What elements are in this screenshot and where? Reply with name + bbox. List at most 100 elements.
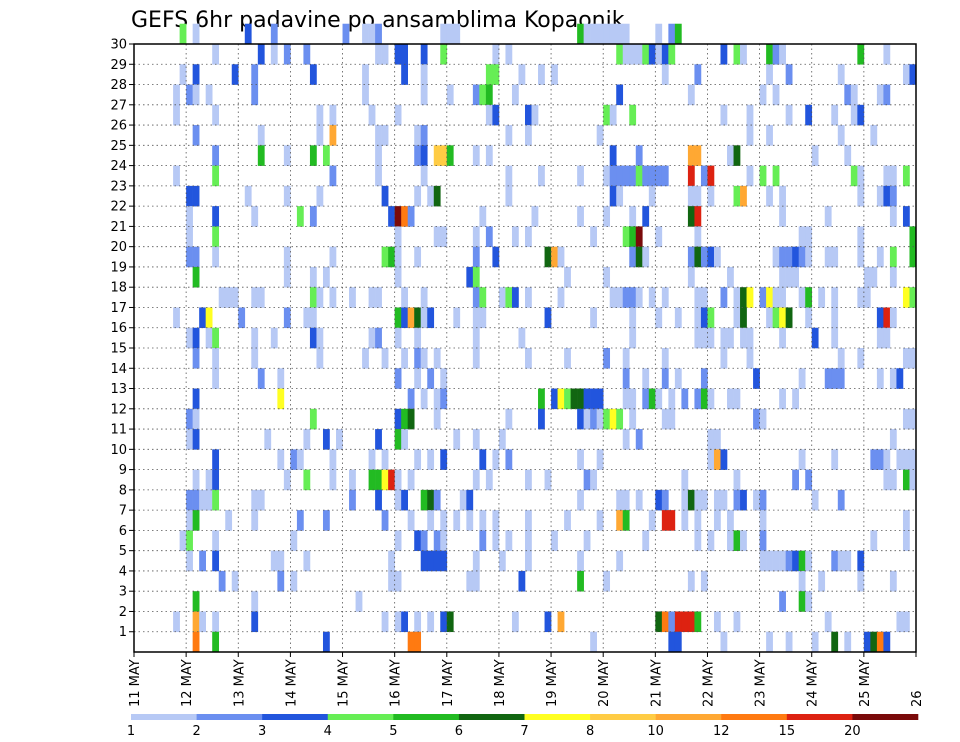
legend-label: 5	[389, 724, 397, 739]
heatmap-cell	[472, 246, 480, 268]
heatmap-cell	[433, 388, 441, 410]
y-tick-label: 1	[119, 625, 127, 640]
heatmap-cell	[629, 327, 637, 349]
heatmap-cell	[551, 246, 558, 268]
heatmap-cell	[883, 469, 891, 491]
legend-swatch	[786, 714, 853, 720]
heatmap-cell	[381, 449, 389, 470]
heatmap-cell	[186, 550, 193, 572]
heatmap-cell	[518, 64, 526, 85]
heatmap-cell	[883, 631, 891, 653]
heatmap-cell	[772, 44, 780, 65]
heatmap-cell	[316, 104, 324, 126]
heatmap-cell	[766, 185, 773, 207]
legend-label: 2	[192, 724, 200, 739]
heatmap-cell	[635, 287, 643, 308]
heatmap-cell	[661, 368, 669, 389]
heatmap-cell	[498, 429, 506, 450]
heatmap-cell	[655, 388, 663, 410]
heatmap-cell	[375, 125, 382, 146]
heatmap-cell	[322, 631, 330, 653]
heatmap-cell	[902, 348, 910, 369]
heatmap-cell	[694, 206, 702, 227]
heatmap-cell	[303, 307, 311, 329]
heatmap-cell	[831, 449, 839, 470]
heatmap-cell	[407, 408, 415, 430]
heatmap-cell	[596, 510, 604, 531]
heatmap-cell	[368, 327, 376, 349]
heatmap-cell	[511, 287, 519, 308]
heatmap-cell	[909, 449, 917, 470]
heatmap-cell	[889, 368, 897, 389]
heatmap-cell	[570, 388, 578, 410]
heatmap-cell	[440, 530, 448, 551]
y-tick-label: 20	[110, 240, 127, 255]
heatmap-cell	[674, 368, 682, 389]
heatmap-cell	[700, 307, 708, 329]
legend-label: 10	[647, 724, 664, 739]
heatmap-cell	[551, 64, 558, 85]
heatmap-cell	[759, 408, 767, 430]
heatmap-cell	[674, 23, 682, 45]
heatmap-cell	[792, 550, 799, 572]
heatmap-cell	[889, 206, 897, 227]
heatmap-cell	[687, 84, 695, 106]
heatmap-cell	[694, 185, 702, 207]
heatmap-cell	[440, 226, 448, 247]
heatmap-cell	[472, 550, 480, 572]
heatmap-cell	[733, 307, 741, 329]
heatmap-cell	[681, 611, 689, 633]
heatmap-cell	[694, 246, 702, 268]
heatmap-cell	[661, 165, 669, 187]
heatmap-cell	[485, 145, 493, 166]
heatmap-cell	[629, 104, 637, 126]
y-tick-label: 8	[119, 483, 127, 498]
heatmap-cell	[394, 489, 402, 511]
y-tick-label: 29	[110, 58, 127, 73]
heatmap-cell	[779, 550, 786, 572]
heatmap-cell	[427, 489, 435, 511]
heatmap-cell	[212, 469, 220, 491]
heatmap-cell	[186, 206, 193, 227]
heatmap-cell	[381, 246, 389, 268]
heatmap-cell	[883, 44, 891, 65]
heatmap-cell	[629, 246, 637, 268]
heatmap-cell	[707, 429, 715, 450]
heatmap-cell	[414, 246, 422, 268]
heatmap-cell	[700, 570, 708, 592]
heatmap-cell	[414, 348, 422, 369]
heatmap-cell	[603, 266, 611, 288]
heatmap-cell	[720, 327, 728, 349]
heatmap-cell	[687, 185, 695, 207]
heatmap-cell	[700, 327, 708, 349]
heatmap-cell	[375, 489, 382, 511]
heatmap-cell	[440, 611, 448, 633]
legend-swatch	[458, 714, 525, 720]
heatmap-cell	[192, 327, 200, 349]
heatmap-cell	[766, 550, 773, 572]
heatmap-cell	[394, 327, 402, 349]
heatmap-cell	[805, 226, 813, 247]
heatmap-cell	[270, 44, 278, 65]
heatmap-cell	[648, 287, 656, 308]
heatmap-cell	[844, 84, 852, 106]
heatmap-cell	[485, 64, 493, 85]
heatmap-cell	[727, 327, 734, 349]
heatmap-cell	[596, 23, 604, 45]
heatmap-cell	[492, 530, 500, 551]
heatmap-cell	[785, 307, 793, 329]
heatmap-cell	[205, 327, 213, 349]
heatmap-cell	[766, 64, 773, 85]
heatmap-cell	[414, 125, 422, 146]
heatmap-cell	[309, 266, 317, 288]
heatmap-cell	[296, 206, 304, 227]
heatmap-cell	[642, 206, 650, 227]
heatmap-cell	[642, 368, 650, 389]
heatmap-cell	[700, 368, 708, 389]
heatmap-cell	[603, 570, 611, 592]
heatmap-cell	[857, 104, 865, 126]
heatmap-cell	[876, 449, 884, 470]
x-date-label: 20 MAY	[597, 659, 612, 707]
x-date-label: 13 MAY	[232, 659, 247, 707]
heatmap-cell	[596, 449, 604, 470]
